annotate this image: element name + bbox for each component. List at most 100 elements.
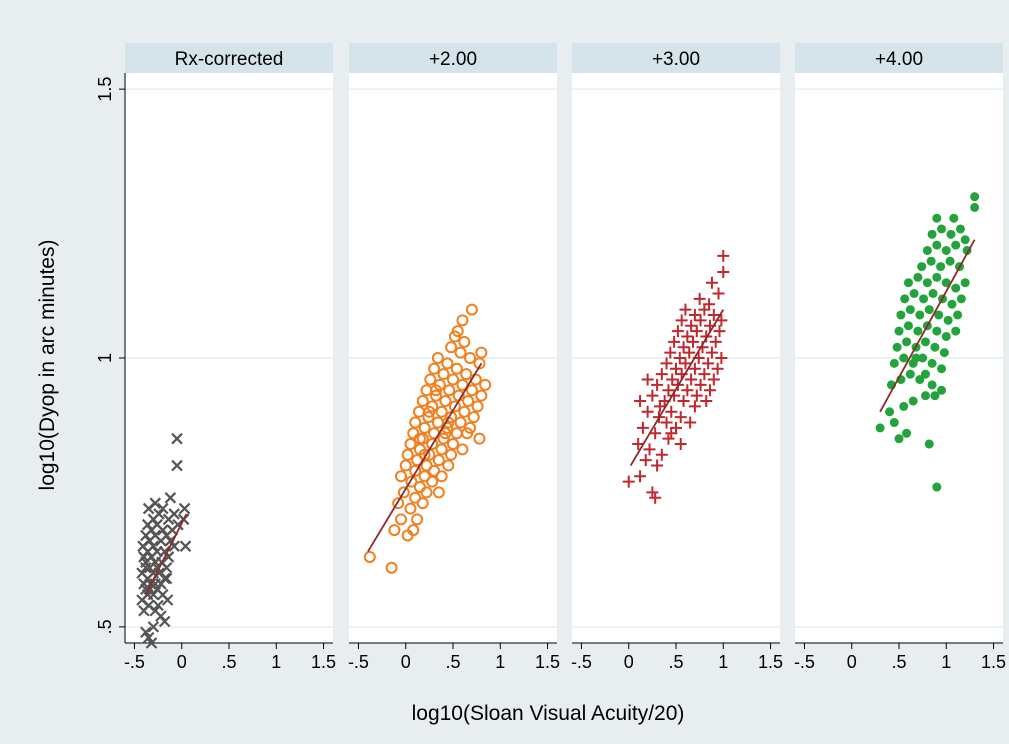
data-point <box>451 325 464 338</box>
data-point <box>927 380 937 390</box>
data-point <box>420 486 433 499</box>
data-point <box>634 395 647 408</box>
panel-1: Rx-corrected -.5 0 .5 1 1.5 <box>124 43 336 672</box>
data-point <box>707 373 720 386</box>
data-point <box>926 256 936 266</box>
data-point <box>899 401 909 411</box>
data-point <box>456 314 469 327</box>
data-point <box>902 428 912 438</box>
data-point <box>694 314 707 327</box>
data-point <box>413 432 426 445</box>
data-point <box>437 432 450 445</box>
data-point <box>892 342 902 352</box>
data-point <box>694 378 707 391</box>
data-point <box>920 369 930 379</box>
data-point <box>717 249 730 262</box>
data-point <box>140 626 152 639</box>
data-point <box>927 358 937 368</box>
data-point <box>432 454 445 467</box>
data-point <box>158 615 171 628</box>
panel-strip <box>125 43 333 73</box>
data-point <box>442 459 455 472</box>
data-point <box>157 502 169 515</box>
panel-title: Rx-corrected <box>175 49 284 70</box>
data-point <box>666 373 679 386</box>
x-axis-label: log10(Sloan Visual Acuity/20) <box>412 702 685 725</box>
x-tick-label: -.5 <box>124 652 145 672</box>
data-point <box>875 423 885 433</box>
data-point <box>388 524 401 537</box>
data-point <box>713 325 726 338</box>
data-point <box>902 337 912 347</box>
data-point <box>405 475 418 488</box>
data-point <box>704 384 717 397</box>
data-point <box>685 373 698 386</box>
data-point <box>445 448 458 461</box>
x-tick-label: -.5 <box>794 652 815 672</box>
data-point <box>634 470 647 483</box>
data-point <box>431 352 444 364</box>
data-points <box>363 303 492 574</box>
data-point <box>171 432 183 445</box>
data-point <box>922 245 932 255</box>
data-point <box>636 421 649 434</box>
data-point <box>641 373 654 386</box>
data-point <box>937 364 947 374</box>
data-point <box>945 256 955 266</box>
panel-4: +4.00 -.5 0 .5 1 1.5 <box>794 43 1006 672</box>
data-point <box>641 405 654 418</box>
data-point <box>941 278 951 288</box>
data-point <box>970 202 980 212</box>
data-point <box>693 292 706 305</box>
data-point <box>460 368 473 381</box>
data-point <box>705 346 718 359</box>
data-point <box>445 341 458 354</box>
data-point <box>456 443 469 456</box>
data-point <box>423 405 436 418</box>
data-point <box>432 486 445 499</box>
data-point <box>922 278 932 288</box>
data-point <box>903 321 913 331</box>
data-point <box>885 407 895 417</box>
data-point <box>681 384 694 397</box>
data-point <box>147 621 160 633</box>
data-point <box>677 341 690 354</box>
data-point <box>171 459 183 472</box>
data-point <box>662 432 675 445</box>
data-points <box>875 192 980 492</box>
data-point <box>943 315 953 325</box>
data-point <box>424 373 437 386</box>
panel-3: +3.00 -.5 0 .5 1 1.5 <box>571 43 783 672</box>
data-point <box>705 276 718 289</box>
data-point <box>702 357 715 370</box>
data-point <box>712 287 725 300</box>
data-point <box>462 395 475 408</box>
fit-line <box>367 362 483 553</box>
data-point <box>392 497 405 510</box>
y-axis-label: log10(Dyop in arc minutes) <box>36 240 59 491</box>
data-point <box>674 438 687 451</box>
data-point <box>951 240 961 250</box>
data-point <box>426 438 439 451</box>
data-point <box>677 395 690 408</box>
data-point <box>675 314 688 327</box>
data-point <box>903 278 913 288</box>
data-point <box>681 330 694 343</box>
fit-line <box>629 309 725 467</box>
data-point <box>717 265 730 278</box>
data-point <box>688 362 701 375</box>
data-point <box>913 326 923 336</box>
data-point <box>655 448 668 461</box>
data-point <box>643 443 656 456</box>
data-point <box>404 438 417 451</box>
data-point <box>429 389 442 402</box>
data-point <box>918 353 928 363</box>
data-point <box>970 192 980 202</box>
data-point <box>409 464 422 477</box>
x-tick-label: -.5 <box>571 652 592 672</box>
data-point <box>660 357 673 370</box>
data-point <box>670 362 682 375</box>
data-point <box>953 310 963 320</box>
data-point <box>475 346 488 359</box>
data-point <box>700 395 713 408</box>
